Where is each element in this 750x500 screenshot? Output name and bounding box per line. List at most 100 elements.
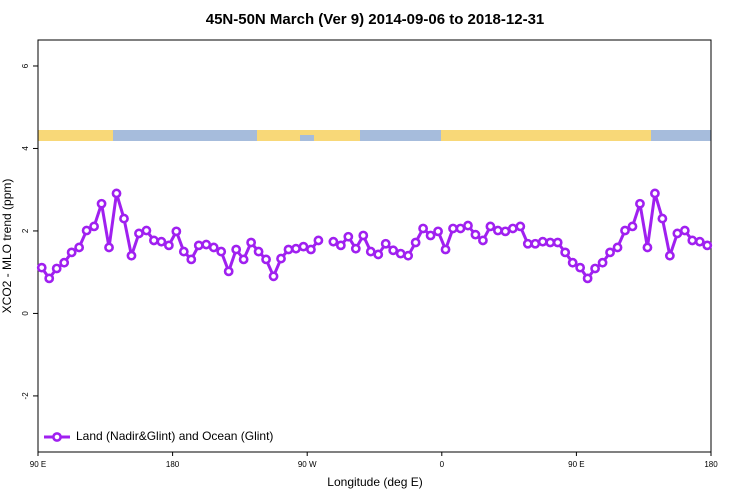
point-marker (657, 213, 668, 224)
point-marker (694, 236, 705, 247)
point-marker (163, 240, 174, 251)
point-marker (597, 257, 608, 268)
point-marker (418, 223, 429, 234)
point-marker (373, 249, 384, 260)
point-marker (193, 240, 204, 251)
point-marker (500, 226, 511, 237)
point-marker (365, 246, 376, 257)
point-marker (134, 228, 144, 239)
point-marker (463, 220, 473, 231)
point-marker (261, 254, 271, 265)
point-marker (343, 231, 354, 242)
land-band (441, 130, 651, 141)
land-band (38, 130, 113, 141)
point-marker (687, 235, 698, 246)
point-marker (51, 263, 62, 274)
point-marker (702, 240, 713, 251)
point-marker (223, 266, 234, 277)
point-marker (403, 250, 414, 261)
point-marker (178, 246, 189, 257)
point-marker (276, 253, 286, 264)
point-marker (66, 247, 77, 258)
point-marker (328, 236, 339, 247)
point-marker (231, 244, 242, 255)
point-marker (530, 238, 541, 249)
point-marker (612, 242, 623, 253)
point-marker (448, 223, 458, 234)
point-marker (642, 242, 653, 253)
x-tick-label: 180 (704, 460, 718, 469)
point-marker (552, 237, 563, 248)
point-marker (298, 241, 309, 252)
point-marker (306, 244, 316, 255)
point-marker (358, 230, 369, 241)
y-tick-label: 6 (21, 63, 30, 68)
point-marker (104, 242, 114, 253)
legend-marker (52, 432, 62, 442)
point-marker (582, 273, 593, 284)
point-marker (171, 226, 182, 237)
point-marker (515, 221, 526, 232)
point-marker (635, 198, 645, 209)
point-marker (36, 262, 47, 273)
point-marker (96, 198, 107, 209)
point-marker (605, 247, 615, 258)
plot-frame (37, 39, 712, 453)
point-marker (672, 228, 683, 239)
point-marker (433, 226, 443, 237)
point-marker (291, 243, 301, 254)
x-axis-label: Longitude (deg E) (327, 475, 422, 489)
point-marker (246, 237, 257, 248)
x-tick-label: 90 W (298, 460, 317, 469)
point-marker (485, 221, 496, 232)
point-marker (44, 273, 55, 284)
y-tick-label: -2 (21, 392, 30, 400)
point-marker (545, 237, 556, 248)
point-marker (208, 242, 219, 253)
point-marker (567, 257, 578, 268)
ocean-band (38, 130, 711, 141)
point-marker (149, 235, 159, 246)
point-marker (560, 247, 571, 258)
point-marker (388, 245, 399, 256)
point-marker (156, 236, 167, 247)
point-marker (89, 221, 99, 232)
point-marker (126, 250, 137, 261)
point-marker (492, 225, 503, 236)
point-marker (575, 262, 586, 273)
point-marker (380, 238, 391, 249)
point-marker (141, 225, 152, 236)
y-tick-label: 2 (21, 228, 30, 233)
point-marker (395, 248, 406, 259)
point-marker (470, 229, 481, 240)
point-marker (620, 225, 630, 236)
point-marker (537, 236, 548, 247)
point-marker (425, 230, 436, 241)
legend-label: Land (Nadir&Glint) and Ocean (Glint) (76, 429, 273, 443)
point-marker (253, 246, 264, 257)
x-tick-label: 0 (440, 460, 445, 469)
y-tick-label: 4 (21, 146, 30, 151)
point-marker (627, 221, 638, 232)
point-marker (59, 257, 70, 268)
point-marker (410, 237, 421, 248)
point-marker (335, 240, 346, 251)
point-marker (74, 242, 85, 253)
point-marker (455, 223, 466, 234)
point-marker (478, 235, 488, 246)
x-tick-label: 180 (166, 460, 180, 469)
point-marker (186, 254, 197, 265)
point-marker (679, 225, 690, 236)
point-marker (119, 213, 129, 224)
point-marker (522, 238, 533, 249)
point-marker (201, 239, 212, 250)
point-marker (283, 244, 294, 255)
chart-title: 45N-50N March (Ver 9) 2014-09-06 to 2018… (206, 11, 545, 28)
point-marker (216, 246, 227, 257)
land-ocean-strip (38, 130, 711, 141)
point-marker (81, 225, 92, 236)
y-tick-label: 0 (21, 311, 30, 316)
x-tick-label: 90 E (568, 460, 584, 469)
point-marker (350, 243, 361, 254)
